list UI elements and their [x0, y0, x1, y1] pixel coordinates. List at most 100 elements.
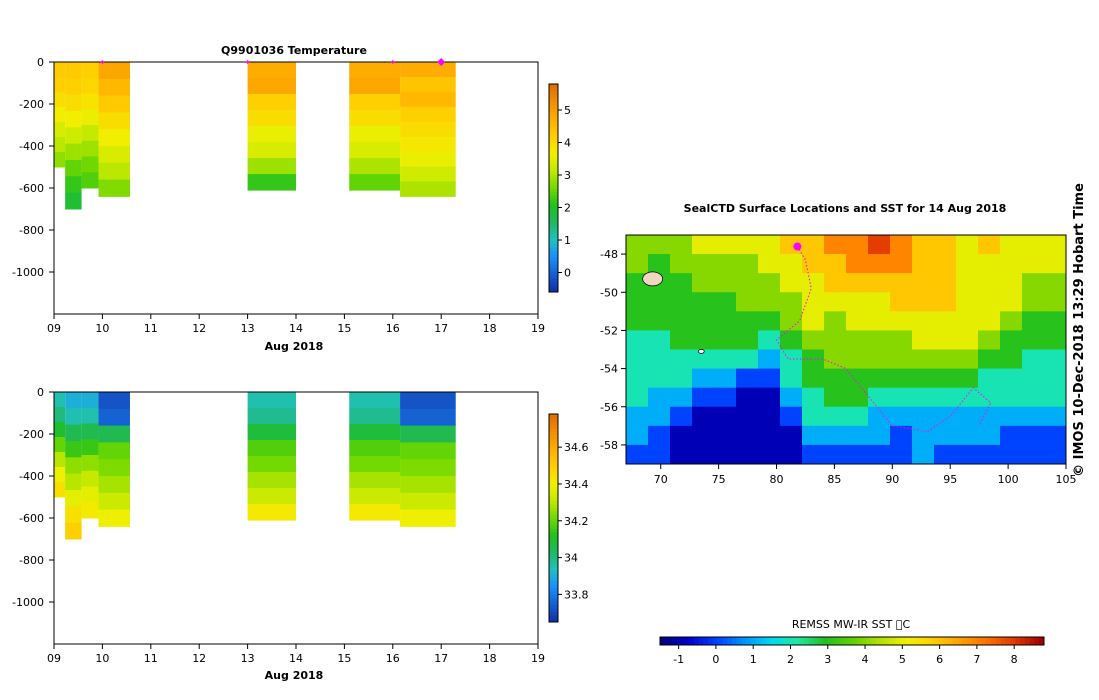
sst-cell [912, 311, 935, 331]
colorbar-swatch [549, 271, 558, 276]
sst-cell [1000, 406, 1023, 427]
colorbar-swatch [549, 156, 558, 161]
colorbar-swatch [549, 462, 558, 467]
sst-cell [736, 273, 759, 293]
colorbar-swatch [549, 549, 558, 554]
profile-cell [247, 504, 296, 521]
sst-cell [978, 406, 1001, 427]
colorbar-tick-label: 4 [564, 137, 571, 150]
profile-cell [349, 174, 401, 191]
sst-colorbar-tick-label: 3 [824, 653, 831, 666]
profile-cell [400, 91, 456, 108]
sst-cell [692, 273, 715, 293]
profile-cell [98, 392, 130, 410]
sst-cell [868, 349, 891, 370]
sst-colorbar-swatch [818, 637, 824, 645]
sst-colorbar-swatch [962, 637, 968, 645]
sst-cell [758, 425, 781, 446]
colorbar-swatch [549, 511, 558, 516]
sst-cell [802, 406, 825, 427]
sst-cell [802, 254, 825, 274]
sst-cell [1044, 330, 1067, 350]
colorbar-swatch [549, 194, 558, 199]
x-tick-label: 17 [434, 322, 448, 335]
profile-cell [54, 407, 66, 423]
sst-cell [824, 387, 847, 408]
sst-cell [714, 254, 737, 274]
salinity-panel: 09 10 11 12 13 14 15 16 17 18 19 0 -200 -400 -600 -800… [12, 386, 588, 682]
sst-colorbar-swatch [1000, 637, 1007, 645]
profile-cell [349, 440, 401, 457]
sst-cell [780, 425, 803, 446]
sst-cell [736, 406, 759, 427]
sst-cell [978, 273, 1001, 293]
sst-colorbar-swatch [708, 637, 714, 645]
sst-cell [934, 311, 957, 331]
sst-cell [1044, 387, 1067, 408]
sst-cell [824, 368, 847, 389]
sst-cell [714, 349, 737, 370]
sst-cell [714, 273, 737, 293]
profile-cell [349, 158, 401, 175]
colorbar-swatch [549, 250, 558, 255]
colorbar-swatch [549, 160, 558, 165]
sst-cell [868, 444, 891, 465]
colorbar-swatch [549, 288, 558, 293]
sst-cell [846, 425, 869, 446]
current-location-marker [793, 242, 802, 251]
profile-cell [247, 78, 296, 95]
colorbar-swatch [549, 118, 558, 123]
lat-tick-label: -58 [600, 439, 618, 452]
sst-cell [714, 425, 737, 446]
profile-cell [65, 473, 82, 491]
sst-cell [736, 330, 759, 350]
profile-cell [98, 78, 130, 97]
profile-cell [400, 509, 456, 527]
sst-colorbar-swatch [1015, 637, 1021, 645]
profile-cell [65, 127, 82, 145]
colorbar-swatch [549, 208, 558, 213]
y-tick-label: -400 [19, 140, 44, 153]
sst-cell [1022, 273, 1045, 293]
colorbar-swatch [549, 445, 558, 450]
sst-colorbar-swatch [933, 637, 939, 645]
x-tick-label: 16 [386, 652, 400, 665]
colorbar-swatch [549, 198, 558, 203]
sst-colorbar-tick-label: 0 [712, 653, 719, 666]
sst-cell [868, 406, 891, 427]
sst-cell [934, 425, 957, 446]
x-tick-label: 13 [241, 322, 255, 335]
sst-cell [1022, 292, 1045, 312]
sst-colorbar-swatch [924, 637, 930, 645]
sst-cell [714, 444, 737, 465]
sst-cell [912, 349, 935, 370]
sst-colorbar-swatch [837, 637, 843, 645]
sst-colorbar-swatch [794, 637, 800, 645]
sst-cell [934, 368, 957, 389]
colorbar-frame [548, 83, 559, 293]
y-tick-label: -400 [19, 470, 44, 483]
profile-cell [400, 121, 456, 138]
colorbar-swatch [549, 594, 558, 599]
sst-cell [912, 387, 935, 408]
sst-cell [714, 368, 737, 389]
sst-colorbar-swatch [804, 637, 810, 645]
colorbar-swatch [549, 615, 558, 620]
lon-tick-label: 105 [1056, 473, 1077, 486]
sst-colorbar-tick-label: 1 [750, 653, 757, 666]
colorbar-swatch [549, 188, 558, 192]
sst-cell [626, 406, 649, 427]
profile-cell [349, 78, 401, 95]
sst-colorbar-swatch [976, 637, 983, 645]
profile-cell [81, 470, 99, 487]
sst-colorbar-swatch [895, 637, 901, 645]
sst-cell [648, 235, 671, 255]
sst-cell [670, 330, 693, 350]
profile-cell [65, 441, 82, 458]
sst-cell [692, 387, 715, 408]
profile-cell [98, 129, 130, 147]
colorbar-swatch [549, 212, 558, 217]
x-tick-label: 16 [386, 322, 400, 335]
colorbar-swatch [549, 181, 558, 186]
sst-cell [670, 254, 693, 274]
